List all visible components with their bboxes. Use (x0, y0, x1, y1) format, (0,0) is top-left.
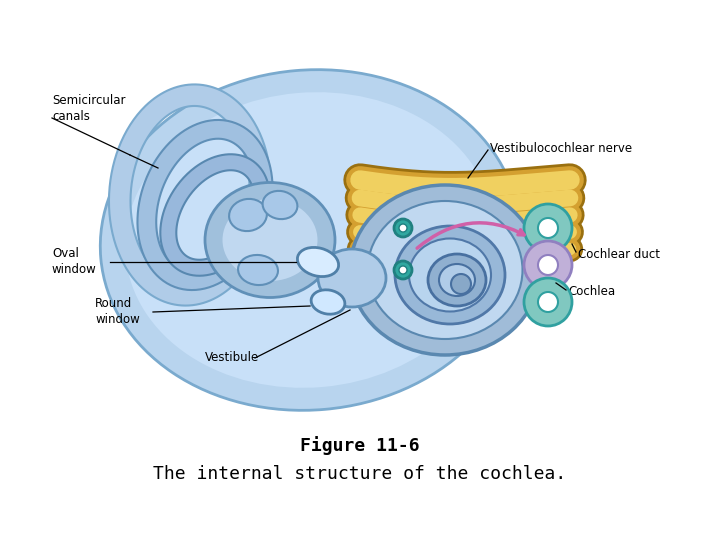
Circle shape (538, 255, 558, 275)
Circle shape (524, 204, 572, 252)
Text: ALWAYS LEARNING: ALWAYS LEARNING (14, 511, 117, 521)
Ellipse shape (318, 249, 386, 307)
Text: Cochlear duct: Cochlear duct (578, 248, 660, 261)
Text: Anatomy, Physiology & Disease: An Interactive Journey for Health Professionals, : Anatomy, Physiology & Disease: An Intera… (158, 504, 565, 528)
Ellipse shape (222, 199, 318, 281)
Circle shape (399, 266, 407, 274)
Text: Cochlea: Cochlea (568, 286, 615, 299)
Text: Vestibulocochlear nerve: Vestibulocochlear nerve (490, 141, 632, 154)
Ellipse shape (311, 290, 345, 314)
Circle shape (524, 241, 572, 289)
Ellipse shape (238, 255, 278, 285)
Text: Oval
window: Oval window (52, 247, 96, 276)
Ellipse shape (297, 247, 338, 276)
Text: Figure 11-6: Figure 11-6 (300, 436, 420, 455)
Ellipse shape (439, 264, 475, 296)
Text: The internal structure of the cochlea.: The internal structure of the cochlea. (153, 465, 567, 483)
Circle shape (524, 278, 572, 326)
Circle shape (399, 224, 407, 232)
Circle shape (538, 218, 558, 238)
Ellipse shape (428, 254, 486, 306)
Ellipse shape (205, 183, 335, 298)
Ellipse shape (367, 201, 523, 339)
Circle shape (451, 274, 471, 294)
Text: Round
window: Round window (95, 298, 140, 327)
Ellipse shape (229, 199, 267, 231)
Text: Vestibule: Vestibule (205, 352, 259, 365)
Text: Semicircular
canals: Semicircular canals (52, 93, 125, 123)
Circle shape (394, 219, 412, 237)
Circle shape (538, 292, 558, 312)
Ellipse shape (409, 239, 491, 312)
Ellipse shape (395, 226, 505, 324)
Ellipse shape (263, 191, 297, 219)
Ellipse shape (125, 92, 495, 388)
Ellipse shape (100, 70, 520, 410)
Ellipse shape (350, 185, 540, 355)
Text: PEARSON: PEARSON (594, 507, 698, 525)
Circle shape (394, 261, 412, 279)
